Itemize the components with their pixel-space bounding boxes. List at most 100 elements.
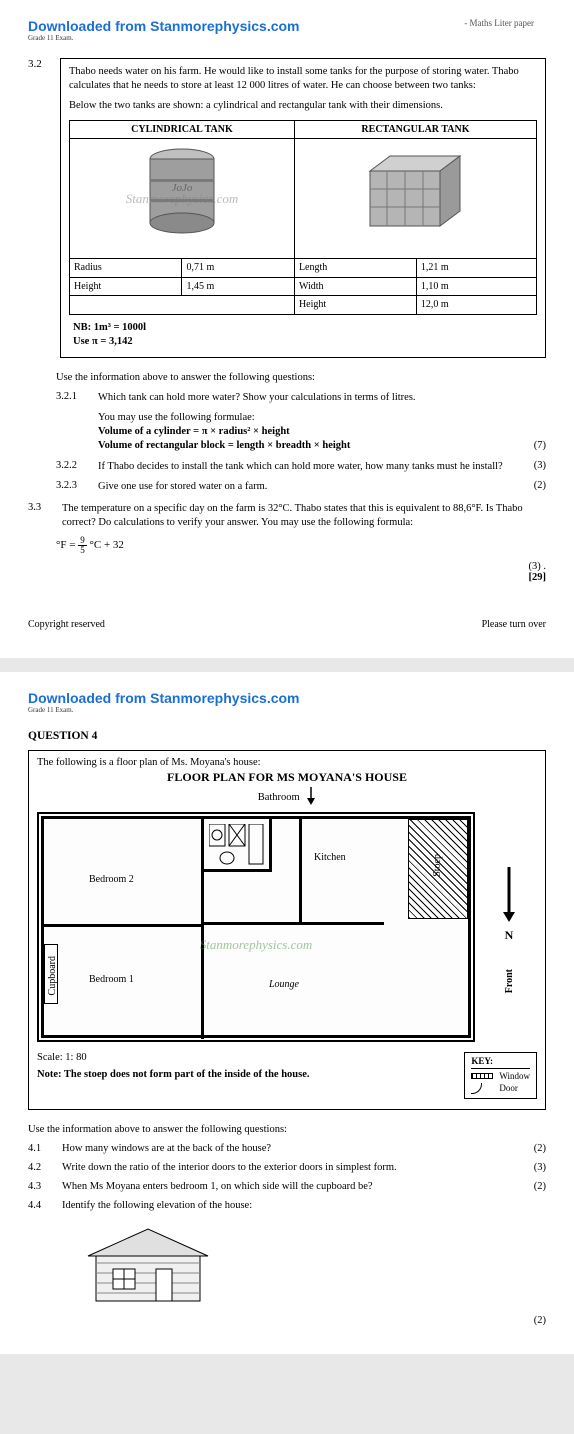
stoep-label: Stoep — [432, 854, 443, 877]
q4-title: QUESTION 4 — [28, 730, 546, 742]
bathroom-label-top: Bathroom — [258, 792, 300, 803]
rect-width-val: 1,10 m — [416, 277, 536, 296]
cyl-radius-val: 0,71 m — [182, 259, 294, 278]
lounge-label: Lounge — [269, 979, 299, 990]
q4-instr: Use the information above to answer the … — [28, 1124, 546, 1135]
q42-num: 4.2 — [28, 1162, 54, 1173]
footer-left: Copyright reserved — [28, 619, 105, 630]
q32-box: Thabo needs water on his farm. He would … — [60, 58, 546, 358]
cyl-height-label: Height — [70, 277, 182, 296]
footer: Copyright reserved Please turn over — [28, 619, 546, 630]
rect-length-label: Length — [294, 259, 416, 278]
q321-txt: Which tank can hold more water? Show you… — [98, 391, 512, 405]
q43-num: 4.3 — [28, 1181, 54, 1192]
q43-marks: (2) — [520, 1181, 546, 1192]
q44-marks-blank — [520, 1200, 546, 1211]
formula-rect: Volume of rectangular block = length × b… — [98, 439, 350, 453]
q44-marks: (2) — [28, 1315, 546, 1326]
q42-txt: Write down the ratio of the interior doo… — [62, 1162, 512, 1173]
key-door-label: Door — [499, 1083, 518, 1093]
rect-title: RECTANGULAR TANK — [294, 120, 536, 139]
q322: 3.2.2 If Thabo decides to install the ta… — [56, 460, 546, 474]
q43-txt: When Ms Moyana enters bedroom 1, on whic… — [62, 1181, 512, 1192]
door-symbol-icon — [471, 1083, 493, 1093]
down-arrow-icon — [306, 787, 316, 805]
kitchen-label: Kitchen — [314, 852, 346, 863]
q32-intro2: Below the two tanks are shown: a cylindr… — [69, 99, 537, 113]
page-2: Downloaded from Stanmorephysics.com Grad… — [0, 672, 574, 1354]
q321: 3.2.1 Which tank can hold more water? Sh… — [56, 391, 546, 405]
fp-title: FLOOR PLAN FOR MS MOYANA'S HOUSE — [37, 770, 537, 785]
q42-marks: (3) — [520, 1162, 546, 1173]
cupboard-label: Cupboard — [47, 956, 58, 995]
q32-instr: Use the information above to answer the … — [56, 372, 546, 383]
tank-table: CYLINDRICAL TANK RECTANGULAR TANK JoJ — [69, 120, 537, 315]
cyl-radius-label: Radius — [70, 259, 182, 278]
cylindrical-tank-icon: JoJo — [137, 141, 227, 241]
q323-num: 3.2.3 — [56, 480, 90, 494]
fp-side: N Front — [481, 812, 537, 1042]
q41: 4.1 How many windows are at the back of … — [28, 1143, 546, 1154]
house-elevation-icon — [78, 1221, 218, 1311]
front-label: Front — [504, 969, 515, 993]
formula-lhs: °F = — [56, 539, 75, 551]
q322-num: 3.2.2 — [56, 460, 90, 474]
bathroom-fixtures-icon — [209, 824, 264, 866]
formulae-intro: You may use the following formulae: — [98, 411, 546, 425]
formula-rhs: °C + 32 — [89, 539, 123, 551]
download-sub: Grade 11 Exam. — [28, 34, 546, 42]
q322-txt: If Thabo decides to install the tank whi… — [98, 460, 512, 474]
q323: 3.2.3 Give one use for stored water on a… — [56, 480, 546, 494]
rectangular-tank-icon — [360, 141, 470, 241]
q33-marks: (3) . — [28, 561, 546, 572]
rect-width-label: Width — [294, 277, 416, 296]
q321-marks — [520, 391, 546, 405]
formula-cyl: Volume of a cylinder = π × radius² × hei… — [98, 425, 546, 439]
temp-formula: °F = 9 5 °C + 32 — [56, 536, 546, 555]
nb-line1: NB: 1m³ = 1000l — [73, 321, 537, 335]
frac-bot: 5 — [78, 546, 87, 555]
q32-intro1: Thabo needs water on his farm. He would … — [69, 65, 537, 93]
footer-right: Please turn over — [482, 619, 546, 630]
download-sub-2: Grade 11 Exam. — [28, 706, 546, 714]
q321-num: 3.2.1 — [56, 391, 90, 405]
q32-body: Thabo needs water on his farm. He would … — [60, 58, 546, 358]
q43: 4.3 When Ms Moyana enters bedroom 1, on … — [28, 1181, 546, 1192]
bedroom2-label: Bedroom 2 — [89, 874, 134, 885]
cyl-image-cell: JoJo Stanmorephysics.com — [70, 139, 295, 259]
q323-txt: Give one use for stored water on a farm. — [98, 480, 512, 494]
scale-text: Scale: 1: 80 — [37, 1052, 310, 1063]
q32-row: 3.2 Thabo needs water on his farm. He wo… — [28, 58, 546, 358]
q33-num: 3.3 — [28, 502, 54, 530]
nb-line2: Use π = 3,142 — [73, 335, 537, 349]
key-window-row: Window — [471, 1071, 530, 1081]
window-symbol-icon — [471, 1073, 493, 1079]
q41-txt: How many windows are at the back of the … — [62, 1143, 512, 1154]
north-label: N — [505, 928, 514, 943]
q322-marks: (3) — [520, 460, 546, 474]
key-box: KEY: Window Door — [464, 1052, 537, 1099]
scale-row: Scale: 1: 80 Note: The stoep does not fo… — [37, 1052, 537, 1099]
q32-number: 3.2 — [28, 58, 54, 358]
fp-intro: The following is a floor plan of Ms. Moy… — [37, 757, 537, 768]
q44-num: 4.4 — [28, 1200, 54, 1211]
q41-num: 4.1 — [28, 1143, 54, 1154]
formula-block: You may use the following formulae: Volu… — [98, 411, 546, 454]
q33-txt: The temperature on a specific day on the… — [62, 502, 546, 530]
cyl-height-val: 1,45 m — [182, 277, 294, 296]
rect-height-val: 12,0 m — [416, 296, 536, 315]
fp-wrap: Bedroom 2 Bedroom 1 Kitchen Lounge Stoep… — [37, 812, 537, 1042]
fraction: 9 5 — [78, 536, 87, 555]
bedroom1-label: Bedroom 1 — [89, 974, 134, 985]
q323-marks: (2) — [520, 480, 546, 494]
rect-height-label: Height — [294, 296, 416, 315]
floor-plan: Bedroom 2 Bedroom 1 Kitchen Lounge Stoep… — [37, 812, 475, 1042]
q41-marks: (2) — [520, 1143, 546, 1154]
svg-text:JoJo: JoJo — [172, 182, 193, 194]
q3-total: [29] — [28, 572, 546, 583]
q321-marks-actual: (7) — [534, 439, 546, 453]
q42: 4.2 Write down the ratio of the interior… — [28, 1162, 546, 1173]
north-arrow-icon — [501, 862, 517, 922]
key-title: KEY: — [471, 1056, 530, 1069]
page-1: - Maths Liter paper Downloaded from Stan… — [0, 0, 574, 658]
